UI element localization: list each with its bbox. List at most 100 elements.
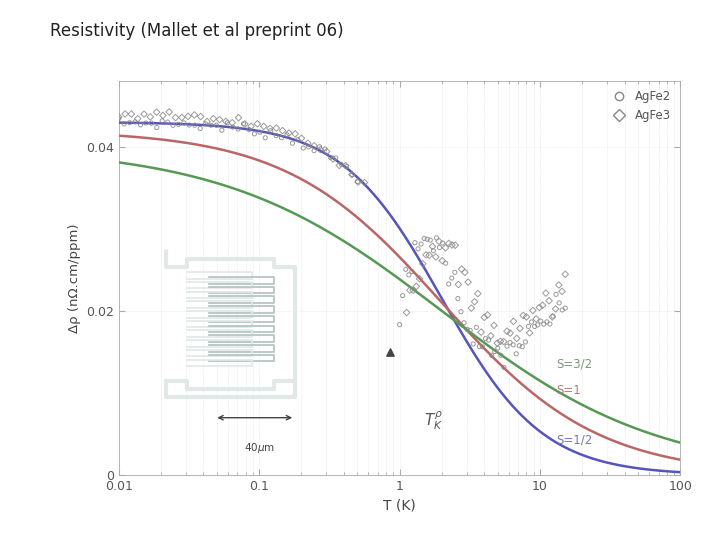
Point: [292, 136, 304, 144]
Point: [189, 111, 200, 119]
Point: [440, 244, 451, 252]
Point: [458, 319, 469, 327]
Point: [233, 113, 244, 122]
Point: [433, 243, 445, 252]
Point: [446, 241, 458, 249]
Point: [425, 236, 436, 245]
Point: [532, 321, 544, 329]
Point: [421, 235, 433, 244]
Point: [184, 120, 195, 129]
Point: [264, 124, 276, 133]
Point: [479, 313, 490, 322]
Text: S=1/2: S=1/2: [556, 433, 593, 446]
Point: [495, 337, 506, 346]
Point: [482, 310, 493, 319]
Point: [195, 112, 207, 121]
Point: [527, 306, 539, 315]
Point: [113, 112, 125, 121]
Point: [554, 299, 565, 307]
Point: [246, 122, 257, 131]
Point: [270, 131, 282, 140]
Point: [501, 327, 513, 335]
Point: [409, 238, 420, 247]
Point: [333, 161, 345, 170]
Point: [173, 120, 184, 129]
Point: [418, 234, 430, 243]
Point: [453, 280, 464, 289]
Point: [145, 112, 156, 121]
Point: [276, 133, 287, 142]
Point: [489, 347, 500, 356]
Point: [163, 107, 175, 116]
Point: [520, 338, 531, 346]
Text: S=1: S=1: [556, 384, 581, 397]
Point: [341, 163, 352, 171]
Point: [455, 307, 467, 316]
Point: [427, 242, 438, 251]
X-axis label: T (K): T (K): [383, 498, 416, 512]
Point: [459, 268, 471, 276]
Text: S=3/2: S=3/2: [556, 358, 592, 371]
Point: [557, 287, 568, 296]
Point: [156, 117, 168, 125]
Point: [353, 178, 364, 186]
Point: [287, 139, 298, 147]
Point: [474, 342, 485, 351]
Point: [157, 111, 168, 120]
Point: [162, 118, 174, 126]
Point: [200, 119, 212, 128]
Point: [211, 121, 222, 130]
Point: [486, 351, 498, 360]
Point: [467, 340, 479, 348]
Point: [508, 340, 519, 349]
Point: [233, 125, 244, 133]
Point: [524, 328, 536, 337]
Point: [239, 120, 251, 129]
Point: [130, 118, 141, 126]
Point: [319, 145, 330, 153]
Y-axis label: Δρ (nΩ.cm/ppm): Δρ (nΩ.cm/ppm): [68, 224, 81, 333]
Point: [508, 317, 519, 326]
Point: [437, 239, 449, 247]
Point: [202, 117, 213, 126]
Point: [414, 274, 426, 283]
Point: [505, 329, 516, 338]
Point: [259, 133, 271, 142]
Point: [328, 154, 339, 163]
Point: [205, 121, 217, 130]
Point: [397, 291, 408, 300]
Point: [408, 286, 419, 294]
Point: [282, 131, 293, 139]
Point: [271, 124, 282, 132]
Point: [501, 342, 513, 350]
Point: [302, 139, 314, 147]
Point: [483, 336, 495, 345]
Point: [359, 178, 370, 187]
Point: [456, 265, 467, 273]
Point: [469, 298, 480, 306]
Point: [346, 170, 358, 179]
Point: [400, 265, 412, 274]
Point: [535, 317, 546, 326]
Point: [124, 118, 135, 127]
Point: [540, 289, 552, 298]
Point: [321, 147, 333, 156]
Point: [315, 145, 326, 154]
Point: [464, 326, 476, 335]
Point: [135, 120, 146, 129]
Point: [297, 144, 309, 152]
Point: [189, 121, 200, 130]
Point: [227, 123, 238, 131]
Point: [283, 129, 294, 137]
Point: [514, 324, 526, 333]
Point: [410, 282, 422, 291]
Point: [492, 344, 503, 353]
Point: [125, 110, 137, 118]
Point: [394, 320, 405, 329]
Point: [252, 119, 264, 128]
Point: [403, 271, 415, 279]
Point: [406, 267, 418, 276]
Point: [119, 119, 130, 128]
Point: [537, 301, 549, 309]
Point: [413, 245, 424, 253]
